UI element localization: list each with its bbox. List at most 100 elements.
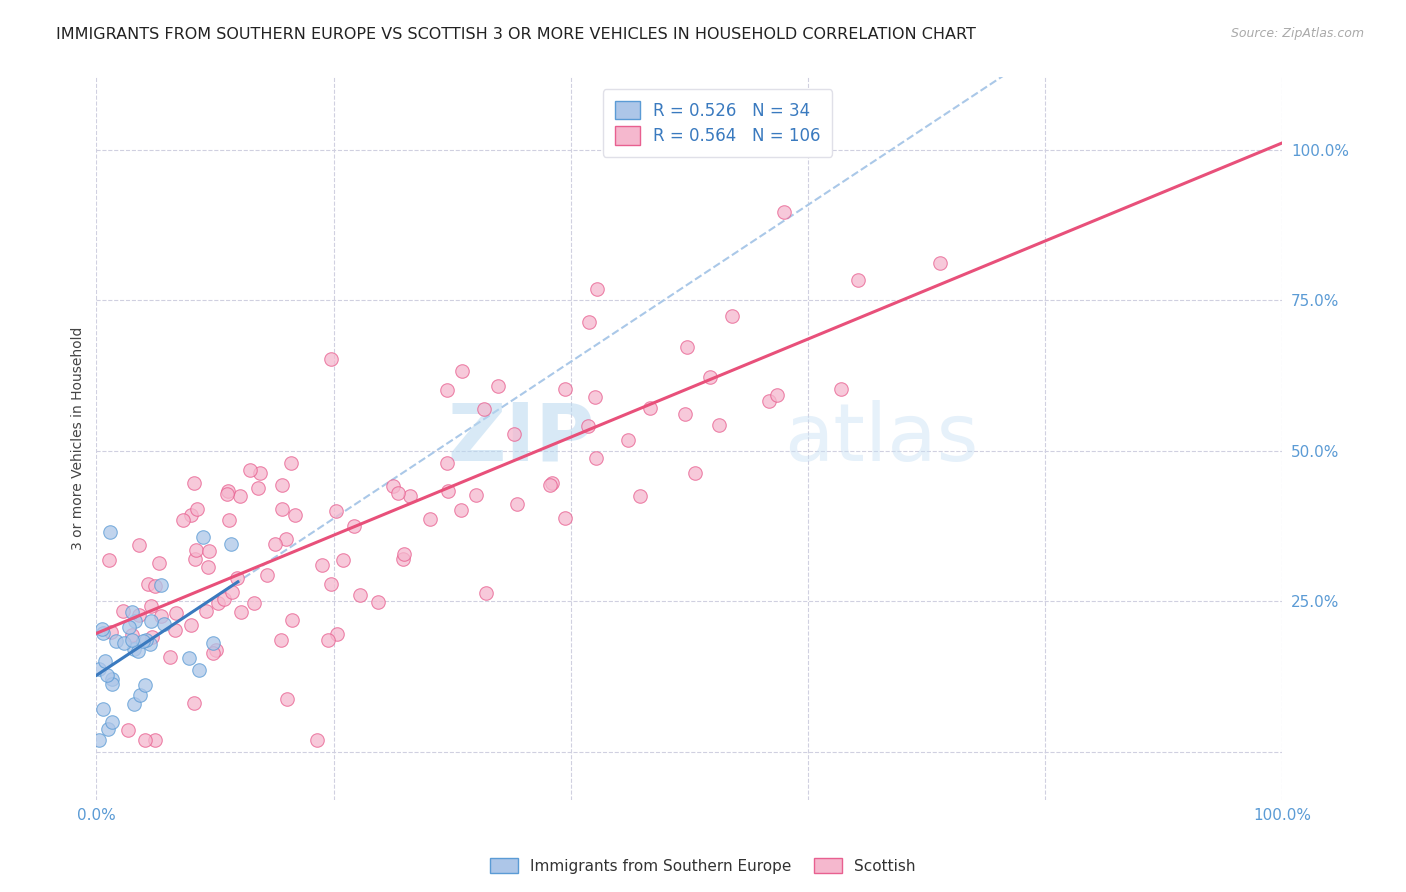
Point	[149, 608, 172, 623]
Point	[465, 488, 488, 502]
Point	[122, 642, 145, 657]
Point	[231, 605, 253, 619]
Point	[349, 588, 371, 602]
Text: Source: ZipAtlas.com: Source: ZipAtlas.com	[1230, 27, 1364, 40]
Point	[143, 579, 166, 593]
Point	[243, 596, 266, 610]
Point	[284, 508, 307, 522]
Point	[197, 560, 219, 574]
Point	[97, 722, 120, 736]
Point	[256, 568, 278, 582]
Point	[152, 616, 174, 631]
Point	[165, 623, 187, 637]
Legend: R = 0.526   N = 34, R = 0.564   N = 106: R = 0.526 N = 34, R = 0.564 N = 106	[603, 89, 832, 157]
Point	[124, 614, 146, 628]
Point	[96, 667, 118, 681]
Text: IMMIGRANTS FROM SOUTHERN EUROPE VS SCOTTISH 3 OR MORE VEHICLES IN HOUSEHOLD CORR: IMMIGRANTS FROM SOUTHERN EUROPE VS SCOTT…	[56, 27, 976, 42]
Point	[141, 630, 163, 644]
Point	[486, 379, 509, 393]
Point	[122, 698, 145, 712]
Point	[139, 637, 162, 651]
Point	[128, 607, 150, 622]
Point	[128, 688, 150, 702]
Point	[148, 556, 170, 570]
Point	[387, 486, 409, 500]
Point	[319, 577, 342, 591]
Point	[98, 552, 121, 566]
Point	[247, 481, 270, 495]
Point	[475, 586, 498, 600]
Point	[191, 530, 214, 544]
Point	[180, 508, 202, 522]
Point	[112, 635, 135, 649]
Point	[105, 633, 128, 648]
Point	[326, 627, 349, 641]
Point	[436, 456, 458, 470]
Point	[683, 466, 706, 480]
Point	[399, 489, 422, 503]
Point	[276, 692, 298, 706]
Point	[184, 552, 207, 566]
Point	[583, 390, 606, 404]
Point	[274, 533, 297, 547]
Point	[271, 478, 294, 492]
Legend: Immigrants from Southern Europe, Scottish: Immigrants from Southern Europe, Scottis…	[484, 852, 922, 880]
Point	[343, 519, 366, 533]
Point	[765, 388, 787, 402]
Point	[392, 551, 415, 566]
Point	[280, 456, 302, 470]
Point	[367, 595, 389, 609]
Point	[195, 604, 218, 618]
Point	[101, 715, 124, 730]
Point	[576, 418, 599, 433]
Point	[121, 633, 143, 648]
Text: atlas: atlas	[785, 400, 979, 478]
Point	[217, 483, 239, 498]
Point	[249, 466, 271, 480]
Point	[578, 315, 600, 329]
Point	[205, 643, 228, 657]
Point	[472, 402, 495, 417]
Point	[134, 678, 156, 692]
Point	[135, 632, 157, 647]
Point	[451, 364, 474, 378]
Point	[87, 662, 110, 676]
Point	[554, 383, 576, 397]
Point	[132, 634, 155, 648]
Point	[100, 624, 122, 639]
Point	[585, 282, 607, 296]
Point	[928, 256, 950, 270]
Point	[721, 310, 744, 324]
Point	[270, 633, 292, 648]
Point	[127, 643, 149, 657]
Point	[758, 394, 780, 409]
Point	[136, 577, 159, 591]
Point	[225, 571, 247, 585]
Point	[134, 733, 156, 747]
Point	[111, 604, 134, 618]
Point	[89, 733, 111, 747]
Point	[311, 558, 333, 572]
Text: ZIP: ZIP	[447, 400, 595, 478]
Point	[201, 646, 224, 660]
Point	[128, 538, 150, 552]
Point	[673, 407, 696, 421]
Point	[180, 618, 202, 632]
Point	[436, 383, 458, 397]
Point	[94, 653, 117, 667]
Point	[91, 702, 114, 716]
Point	[177, 650, 200, 665]
Point	[198, 544, 221, 558]
Point	[91, 625, 114, 640]
Point	[502, 426, 524, 441]
Point	[394, 547, 416, 561]
Point	[263, 537, 285, 551]
Point	[307, 733, 329, 747]
Point	[281, 614, 304, 628]
Point	[121, 605, 143, 619]
Point	[221, 584, 243, 599]
Point	[538, 478, 561, 492]
Point	[118, 620, 141, 634]
Point	[239, 463, 262, 477]
Point	[506, 497, 529, 511]
